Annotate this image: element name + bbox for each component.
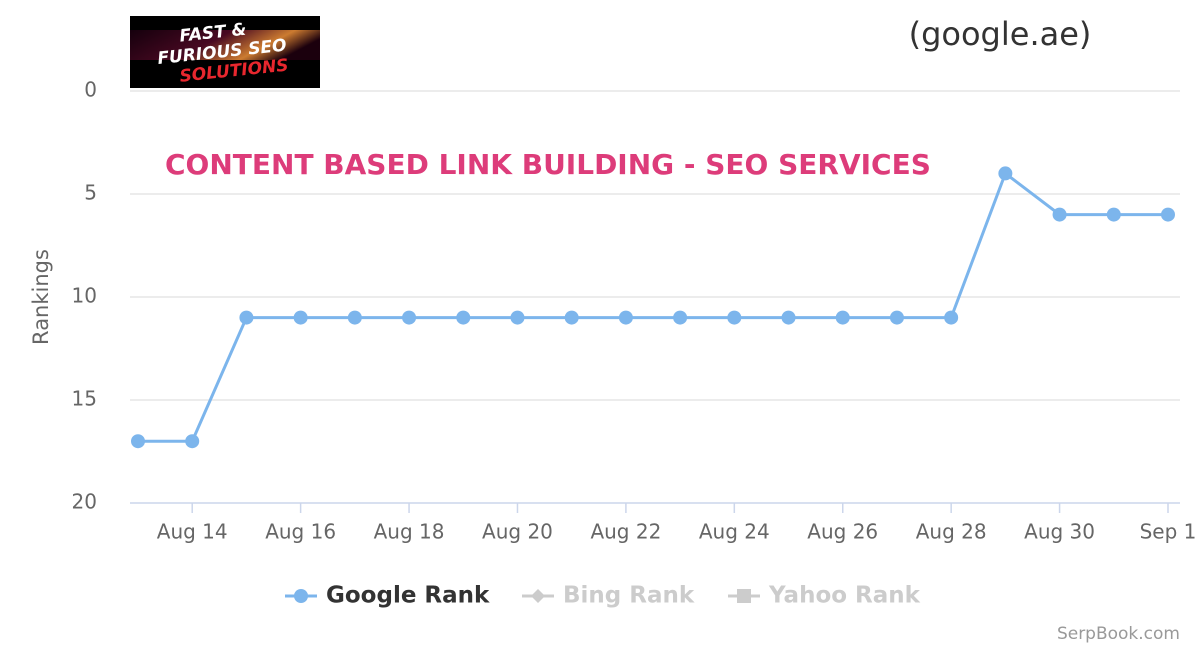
x-tick-label: Aug 18 [374, 520, 445, 544]
x-tick-label: Aug 22 [590, 520, 661, 544]
data-point [618, 310, 633, 325]
y-axis-label: Rankings [29, 249, 53, 345]
x-tick-label: Sep 1 [1140, 520, 1197, 544]
data-point [998, 166, 1013, 181]
data-point [889, 310, 904, 325]
data-point [1106, 207, 1121, 222]
x-tick-label: Aug 30 [1024, 520, 1095, 544]
annotation: CONTENT BASED LINK BUILDING - SEO SERVIC… [165, 148, 931, 181]
y-tick-label: 5 [84, 181, 97, 205]
legend-label: Bing Rank [563, 583, 695, 609]
data-point [781, 310, 796, 325]
x-tick-label: Aug 16 [265, 520, 336, 544]
legend-marker [294, 589, 308, 603]
series-line [138, 170, 1168, 443]
data-point [1161, 207, 1175, 222]
logo-flare [130, 30, 320, 60]
data-point [673, 310, 688, 325]
chart-title: (google.ae) [909, 15, 1092, 53]
data-point [510, 310, 525, 325]
data-point [564, 310, 579, 325]
legend-marker [531, 589, 545, 603]
data-point [185, 434, 200, 449]
data-point [1052, 207, 1067, 222]
data-point [239, 310, 254, 325]
credit: SerpBook.com [1057, 624, 1180, 644]
x-tick-label: Aug 14 [157, 520, 228, 544]
y-tick-label: 15 [72, 387, 97, 411]
legend-label: Google Rank [326, 583, 490, 609]
data-point [835, 310, 850, 325]
data-point [347, 310, 362, 325]
data-point [293, 310, 308, 325]
x-tick-label: Aug 24 [699, 520, 770, 544]
data-point [402, 310, 417, 325]
legend-label: Yahoo Rank [768, 583, 921, 609]
y-tick-label: 0 [84, 78, 97, 102]
x-tick-label: Aug 26 [807, 520, 878, 544]
x-tick-label: Aug 28 [916, 520, 987, 544]
legend-item[interactable]: Google Rank [285, 583, 490, 609]
legend-item[interactable]: Yahoo Rank [728, 583, 921, 609]
legend-marker [737, 589, 751, 603]
data-point [944, 310, 959, 325]
y-tick-label: 20 [72, 490, 97, 514]
data-point [131, 434, 145, 449]
x-tick-label: Aug 20 [482, 520, 553, 544]
data-point [727, 310, 742, 325]
legend-item[interactable]: Bing Rank [522, 583, 695, 609]
y-tick-label: 10 [72, 284, 97, 308]
data-point [456, 310, 471, 325]
